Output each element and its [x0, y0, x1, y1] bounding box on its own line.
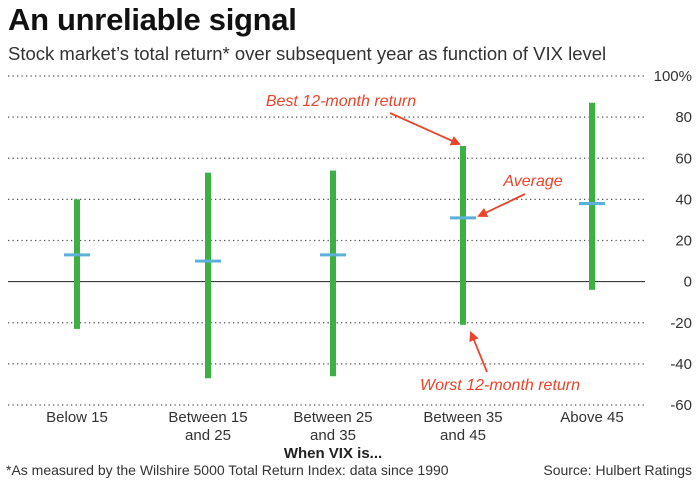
y-tick-label: -40 — [670, 356, 692, 373]
range-bar — [460, 145, 466, 325]
annotation-arrow — [469, 330, 488, 373]
chart-title: An unreliable signal — [8, 2, 297, 37]
y-tick-label: -20 — [670, 315, 692, 332]
range-bar — [330, 170, 336, 377]
annotation-label: Best 12-month return — [266, 93, 416, 110]
chart-subtitle: Stock market’s total return* over subseq… — [8, 43, 607, 64]
y-tick-label: 100% — [654, 68, 692, 85]
annotation-label: Worst 12-month return — [420, 377, 580, 394]
average-marks — [64, 201, 605, 263]
x-axis-label: When VIX is... — [284, 445, 382, 462]
x-tick-label: and 35 — [310, 427, 356, 444]
y-tick-label: -60 — [670, 397, 692, 414]
average-mark — [64, 253, 90, 257]
average-mark — [450, 216, 476, 220]
average-mark — [195, 259, 221, 263]
y-tick-label: 40 — [675, 191, 692, 208]
x-tick-label: and 25 — [185, 427, 231, 444]
annotation-arrow — [477, 193, 526, 217]
y-tick-label: 20 — [675, 233, 692, 250]
gridlines — [8, 75, 645, 406]
x-tick-label: Between 35 — [423, 409, 502, 426]
y-tick-label: 80 — [675, 109, 692, 126]
range-bar — [74, 199, 80, 329]
x-tick-label: Below 15 — [46, 409, 108, 426]
y-tick-label: 60 — [675, 150, 692, 167]
x-tick-label: Between 15 — [168, 409, 247, 426]
average-mark — [320, 253, 346, 257]
annotations: Best 12-month return Average Worst 12-mont… — [266, 93, 580, 394]
average-mark — [579, 201, 605, 205]
annotation-label: Average — [502, 173, 562, 190]
y-tick-label: 0 — [684, 274, 692, 291]
x-tick-label: Between 25 — [293, 409, 372, 426]
range-bar — [589, 102, 595, 290]
range-bars — [74, 102, 595, 379]
x-tick-label: and 45 — [440, 427, 486, 444]
source-credit: Source: Hulbert Ratings — [543, 462, 692, 478]
x-tick-label: Above 45 — [560, 409, 623, 426]
y-axis-ticks: 100% 80 60 40 20 0 -20 -40 -60 — [654, 68, 692, 414]
range-bar — [205, 172, 211, 379]
footnote: *As measured by the Wilshire 5000 Total … — [6, 462, 449, 478]
annotation-arrow — [389, 112, 461, 146]
